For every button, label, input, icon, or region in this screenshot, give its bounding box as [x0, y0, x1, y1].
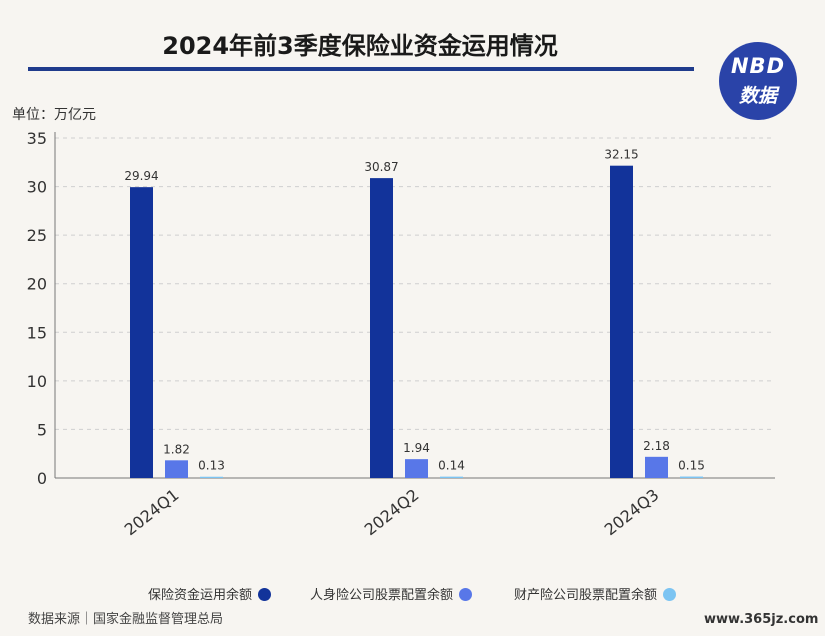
legend: 保险资金运用余额 人身险公司股票配置余额 财产险公司股票配置余额 — [148, 584, 728, 604]
bar — [130, 187, 153, 478]
x-tick-label: 2024Q3 — [601, 485, 663, 539]
nbd-logo: NBD 数据 — [719, 42, 797, 120]
data-label: 1.82 — [163, 442, 190, 456]
data-label: 30.87 — [364, 160, 398, 174]
site-watermark: www.365jz.com — [704, 612, 819, 627]
legend-swatch — [459, 588, 473, 601]
x-tick-label: 2024Q2 — [361, 485, 423, 539]
bar — [440, 476, 463, 478]
bar — [610, 165, 633, 478]
chart-title: 2024年前3季度保险业资金运用情况 — [162, 32, 558, 60]
data-label: 1.94 — [403, 441, 430, 455]
y-tick-label: 20 — [27, 275, 47, 294]
y-tick-label: 15 — [27, 323, 47, 342]
data-label: 2.18 — [643, 439, 670, 453]
y-tick-label: 25 — [27, 226, 47, 245]
legend-item-life-stock: 人身险公司股票配置余额 — [310, 584, 473, 603]
data-label: 32.15 — [604, 148, 638, 162]
legend-swatch — [663, 588, 677, 601]
logo-text-data: 数据 — [738, 85, 777, 107]
data-label: 0.15 — [678, 459, 705, 473]
data-label: 0.14 — [438, 459, 465, 473]
data-label: 0.13 — [198, 459, 225, 473]
bar — [680, 476, 703, 478]
unit-label: 单位：万亿元 — [12, 107, 96, 123]
bar — [405, 459, 428, 478]
y-tick-label: 35 — [27, 129, 47, 148]
legend-item-insurance-funds: 保险资金运用余额 — [148, 584, 272, 603]
y-tick-label: 10 — [27, 372, 47, 391]
legend-swatch — [258, 588, 272, 601]
title-underline — [28, 67, 694, 71]
bar — [165, 460, 188, 478]
y-tick-label: 0 — [37, 469, 47, 488]
logo-text-nbd: NBD — [730, 54, 785, 78]
x-tick-label: 2024Q1 — [121, 485, 183, 539]
y-tick-label: 30 — [27, 178, 47, 197]
y-tick-label: 5 — [37, 420, 47, 439]
bar — [200, 476, 223, 478]
data-label: 29.94 — [124, 169, 158, 183]
legend-label: 人身险公司股票配置余额 — [310, 588, 454, 603]
legend-label: 保险资金运用余额 — [148, 588, 253, 603]
bar — [370, 178, 393, 478]
data-source: 数据来源｜国家金融监督管理总局 — [28, 612, 224, 627]
bar — [645, 456, 668, 478]
legend-label: 财产险公司股票配置余额 — [514, 588, 658, 603]
legend-item-property-stock: 财产险公司股票配置余额 — [514, 584, 677, 603]
